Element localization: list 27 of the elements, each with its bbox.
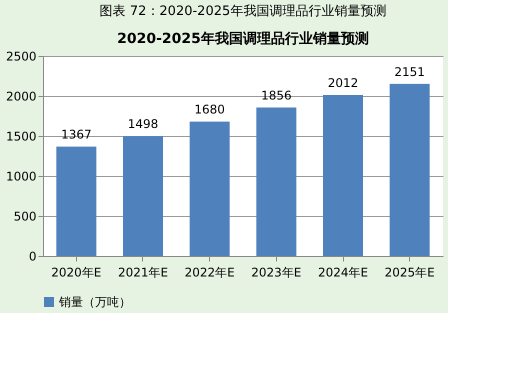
data-label: 1680 <box>194 102 225 117</box>
legend-label: 销量（万吨） <box>58 295 131 309</box>
data-label: 1856 <box>261 88 292 103</box>
y-tick-label: 2000 <box>6 90 36 104</box>
bar <box>56 146 96 256</box>
bar <box>123 136 163 256</box>
data-label: 2151 <box>394 64 425 79</box>
bar <box>256 108 296 256</box>
chart-title: 图表 72：2020-2025年我国调理品行业销量预测 <box>100 4 386 19</box>
y-tick-label: 1000 <box>6 170 36 184</box>
x-tick-label: 2023年E <box>251 266 302 280</box>
y-tick-label: 0 <box>28 250 36 264</box>
y-tick-label: 2500 <box>6 50 36 64</box>
x-tick-label: 2020年E <box>51 266 102 280</box>
data-label: 2012 <box>328 76 358 90</box>
chart-subtitle: 2020-2025年我国调理品行业销量预测 <box>117 31 369 47</box>
x-tick-label: 2022年E <box>184 266 235 280</box>
y-tick-label: 1500 <box>6 130 36 144</box>
y-tick-label: 500 <box>14 210 36 224</box>
bar <box>323 95 363 256</box>
x-tick-label: 2025年E <box>384 266 435 280</box>
data-label: 1498 <box>128 117 158 132</box>
x-tick-label: 2021年E <box>118 266 168 280</box>
bar <box>190 122 230 256</box>
x-tick-label: 2024年E <box>318 266 368 280</box>
data-label: 1367 <box>61 128 92 142</box>
bar <box>390 84 430 256</box>
